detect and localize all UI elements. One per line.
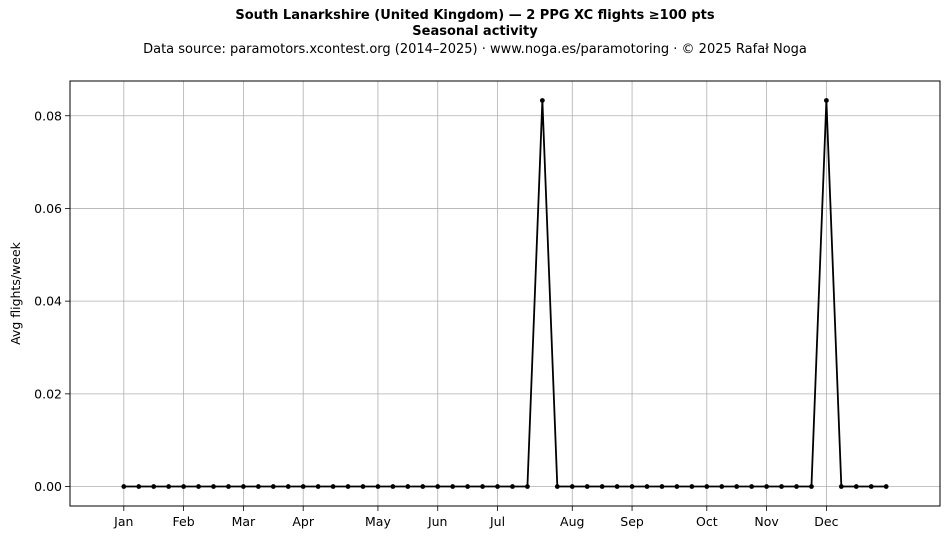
gridlines — [70, 81, 940, 506]
data-point — [764, 484, 769, 489]
chart-subtitle-line: Seasonal activity — [412, 24, 538, 39]
x-tick-label: Mar — [232, 514, 256, 529]
data-point — [420, 484, 426, 489]
data-point — [330, 484, 336, 489]
data-point — [151, 484, 157, 489]
data-point — [465, 484, 471, 489]
x-tick-label: May — [365, 514, 391, 529]
data-source-note: Data source: paramotors.xcontest.org (20… — [143, 42, 807, 57]
data-point — [181, 484, 187, 489]
y-axis-ticks: 0.00 0.02 0.04 0.06 0.08 — [34, 108, 70, 494]
data-point — [794, 484, 799, 489]
data-point — [480, 484, 485, 489]
data-point — [166, 484, 172, 489]
data-point — [226, 484, 231, 489]
data-point — [285, 484, 291, 489]
data-point — [510, 484, 515, 489]
y-tick-label: 0.06 — [34, 201, 62, 216]
data-point — [241, 484, 246, 489]
data-point — [734, 484, 740, 489]
data-point — [554, 484, 560, 489]
data-point — [629, 484, 635, 489]
x-tick-label: Apr — [292, 514, 314, 529]
y-tick-label: 0.04 — [34, 294, 62, 309]
data-point — [674, 484, 680, 489]
plot-frame — [69, 80, 941, 507]
data-point — [136, 484, 142, 489]
data-point — [121, 484, 127, 489]
data-point — [689, 484, 695, 489]
data-point — [704, 484, 710, 489]
chart-title: South Lanarkshire (United Kingdom) — 2 P… — [235, 8, 715, 23]
data-point — [345, 484, 351, 489]
data-point — [719, 484, 725, 489]
data-point — [599, 484, 605, 489]
data-point — [196, 484, 201, 489]
data-point — [584, 484, 590, 489]
data-point — [270, 484, 276, 489]
data-point — [809, 484, 814, 489]
data-point — [450, 484, 456, 489]
y-tick-label: 0.08 — [34, 108, 62, 123]
data-point — [300, 484, 306, 489]
y-tick-label: 0.02 — [34, 386, 62, 401]
data-point — [779, 484, 784, 489]
x-axis-ticks: Jan Feb Mar Apr May Jun Jul Aug Sep Oct Nov Dec — [113, 506, 839, 529]
data-point — [838, 484, 844, 489]
x-tick-label: Jul — [489, 514, 505, 529]
series-line — [123, 99, 887, 488]
data-point — [495, 484, 500, 489]
data-point — [405, 484, 411, 489]
data-point — [525, 484, 530, 489]
data-point — [569, 484, 575, 489]
data-points — [121, 98, 889, 489]
data-point — [749, 484, 755, 489]
x-tick-label: Nov — [754, 514, 779, 529]
data-point — [315, 484, 321, 489]
data-point — [375, 484, 381, 489]
y-axis-label: Avg flights/week — [8, 241, 23, 345]
data-point — [644, 484, 650, 489]
data-point — [659, 484, 665, 489]
x-tick-label: Jun — [427, 514, 448, 529]
data-point — [435, 484, 441, 489]
data-point — [853, 484, 859, 489]
data-point — [883, 484, 889, 489]
data-point — [360, 484, 366, 489]
data-point — [390, 484, 396, 489]
data-point — [614, 484, 620, 489]
x-tick-label: Feb — [173, 514, 195, 529]
data-point — [823, 98, 829, 103]
x-tick-label: Jan — [113, 514, 133, 529]
data-point — [539, 98, 545, 103]
data-point — [868, 484, 874, 489]
x-tick-label: Aug — [560, 514, 584, 529]
x-tick-label: Dec — [814, 514, 838, 529]
data-point — [211, 484, 216, 489]
x-tick-label: Oct — [696, 514, 718, 529]
data-point — [255, 484, 261, 489]
x-tick-label: Sep — [620, 514, 644, 529]
y-tick-label: 0.00 — [34, 479, 62, 494]
